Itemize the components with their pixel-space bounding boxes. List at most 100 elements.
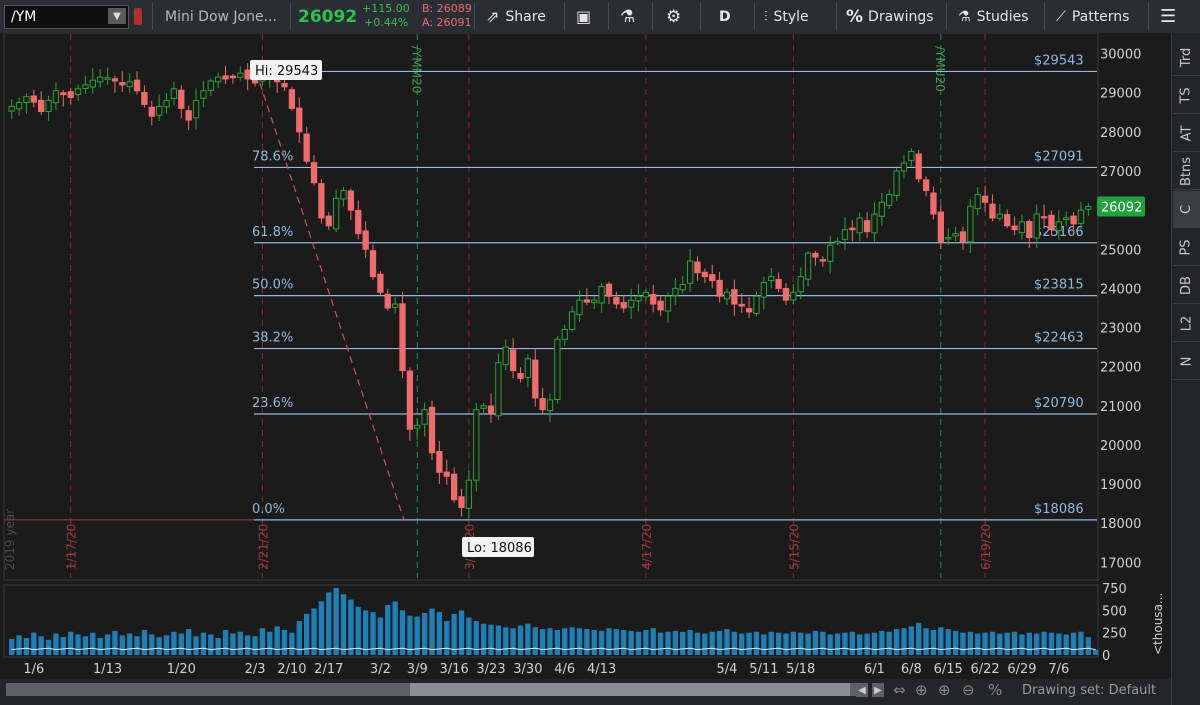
volume-bar: [731, 631, 738, 655]
volume-tick-label: 250: [1102, 627, 1127, 642]
volume-bar: [952, 630, 959, 655]
symbol-input[interactable]: /YM ▼: [4, 5, 129, 29]
volume-tick-label: 500: [1102, 604, 1127, 619]
volume-bar: [938, 627, 944, 655]
candle: [178, 85, 185, 119]
flask-icon[interactable]: ⚗: [620, 6, 636, 27]
year-label: 2019 year: [3, 509, 17, 570]
tab-l2[interactable]: L2: [1173, 305, 1200, 342]
volume-bar: [38, 636, 44, 655]
volume-bar: [827, 634, 833, 655]
y-tick-label: 28000: [1100, 126, 1141, 141]
candle-body: [841, 229, 849, 240]
candle: [886, 189, 893, 209]
tab-ts[interactable]: TS: [1173, 77, 1200, 114]
drawing-set-label: Drawing set: Default: [1022, 683, 1157, 698]
patterns-button[interactable]: ⟋ Patterns: [1056, 8, 1130, 25]
x-tick-label: 6/15: [934, 662, 963, 677]
fib-price-label: $18086: [1034, 502, 1084, 517]
volume-bar: [16, 635, 22, 655]
candle: [627, 288, 635, 320]
zoom-in-icon[interactable]: ⊕: [938, 681, 951, 699]
pan-icon[interactable]: ⇔: [893, 681, 906, 699]
volume-bar: [23, 638, 30, 655]
price-chart[interactable]: 1/17/202/21/20/YMM203/20/204/17/205/15/2…: [0, 33, 1171, 679]
candle-body: [1048, 214, 1055, 231]
tab-at[interactable]: AT: [1173, 115, 1200, 152]
volume-bar: [237, 631, 243, 655]
candle-body: [362, 230, 369, 250]
candle-body: [952, 233, 959, 237]
volume-average-line: [11, 647, 1096, 651]
candle: [30, 89, 37, 108]
scroll-thumb[interactable]: [410, 683, 850, 696]
candle: [745, 297, 753, 318]
candle: [1085, 203, 1092, 217]
flag-icon[interactable]: [134, 8, 142, 25]
percent-zoom-icon[interactable]: %: [988, 681, 1003, 699]
tab-n[interactable]: N: [1173, 343, 1200, 380]
vertical-marker-label: /YMM20: [409, 46, 423, 93]
studies-button[interactable]: ⚗ Studies: [958, 8, 1029, 25]
candle-body: [38, 99, 45, 112]
style-button[interactable]: ⫶ Style: [764, 8, 809, 25]
alert-icon[interactable]: ▣: [576, 7, 592, 26]
candle: [347, 188, 355, 221]
candle: [377, 271, 384, 296]
volume-bar: [163, 635, 170, 655]
volume-bar: [672, 630, 679, 655]
candle-body: [1055, 221, 1062, 231]
candle: [119, 71, 126, 93]
candle-body: [428, 406, 436, 454]
volume-bar: [517, 625, 524, 655]
fib-pct-label: 61.8%: [252, 225, 293, 240]
tab-btns[interactable]: Btns: [1173, 153, 1200, 190]
zoom-out-icon[interactable]: ⊖: [962, 681, 975, 699]
share-button[interactable]: ⇗ Share: [486, 7, 546, 26]
volume-bar: [665, 631, 671, 655]
crosshair-icon[interactable]: ⊕: [915, 681, 928, 699]
tab-ps[interactable]: PS: [1173, 229, 1200, 266]
candle: [436, 441, 443, 484]
last-price: 26092: [298, 6, 358, 27]
volume-bar: [680, 631, 686, 655]
symbol-description: Mini Dow Jone...: [165, 8, 277, 25]
scroll-left-icon[interactable]: ◀: [856, 683, 868, 697]
candle-body: [421, 409, 428, 425]
tab-c[interactable]: C: [1173, 191, 1200, 228]
candle-body: [1033, 213, 1040, 239]
chevron-down-icon[interactable]: ▼: [108, 8, 126, 24]
gear-icon[interactable]: ⚙: [666, 6, 682, 27]
volume-bar: [532, 627, 538, 655]
candle-body: [340, 190, 347, 200]
candle-body: [1011, 225, 1018, 231]
candle: [163, 93, 170, 114]
candle: [141, 85, 148, 108]
volume-bar: [635, 631, 642, 655]
volume-bar: [156, 637, 162, 655]
candle-body: [332, 197, 340, 230]
tab-trd[interactable]: Trd: [1173, 39, 1200, 76]
candle-body: [215, 76, 222, 83]
candle-body: [156, 105, 163, 116]
top-toolbar: /YM ▼ Mini Dow Jone... 26092 +115.00 +0.…: [0, 0, 1200, 34]
candle-body: [967, 205, 974, 243]
candle: [613, 291, 620, 309]
aggregation-button[interactable]: D: [719, 8, 731, 25]
candle: [930, 186, 937, 220]
candle: [620, 295, 627, 313]
candle: [111, 75, 119, 93]
candle: [229, 73, 237, 84]
volume-bar: [503, 627, 509, 655]
candle: [812, 251, 819, 266]
candle-body: [1085, 206, 1092, 210]
volume-bar: [621, 629, 627, 655]
menu-icon[interactable]: ☰: [1160, 6, 1177, 27]
drawings-button[interactable]: % Drawings: [846, 6, 934, 27]
candle-body: [664, 295, 672, 312]
candle: [38, 91, 45, 115]
candle-body: [384, 293, 391, 309]
scroll-right-icon[interactable]: ▶: [872, 683, 884, 697]
tab-db[interactable]: DB: [1173, 267, 1200, 304]
candle-body: [598, 285, 605, 304]
